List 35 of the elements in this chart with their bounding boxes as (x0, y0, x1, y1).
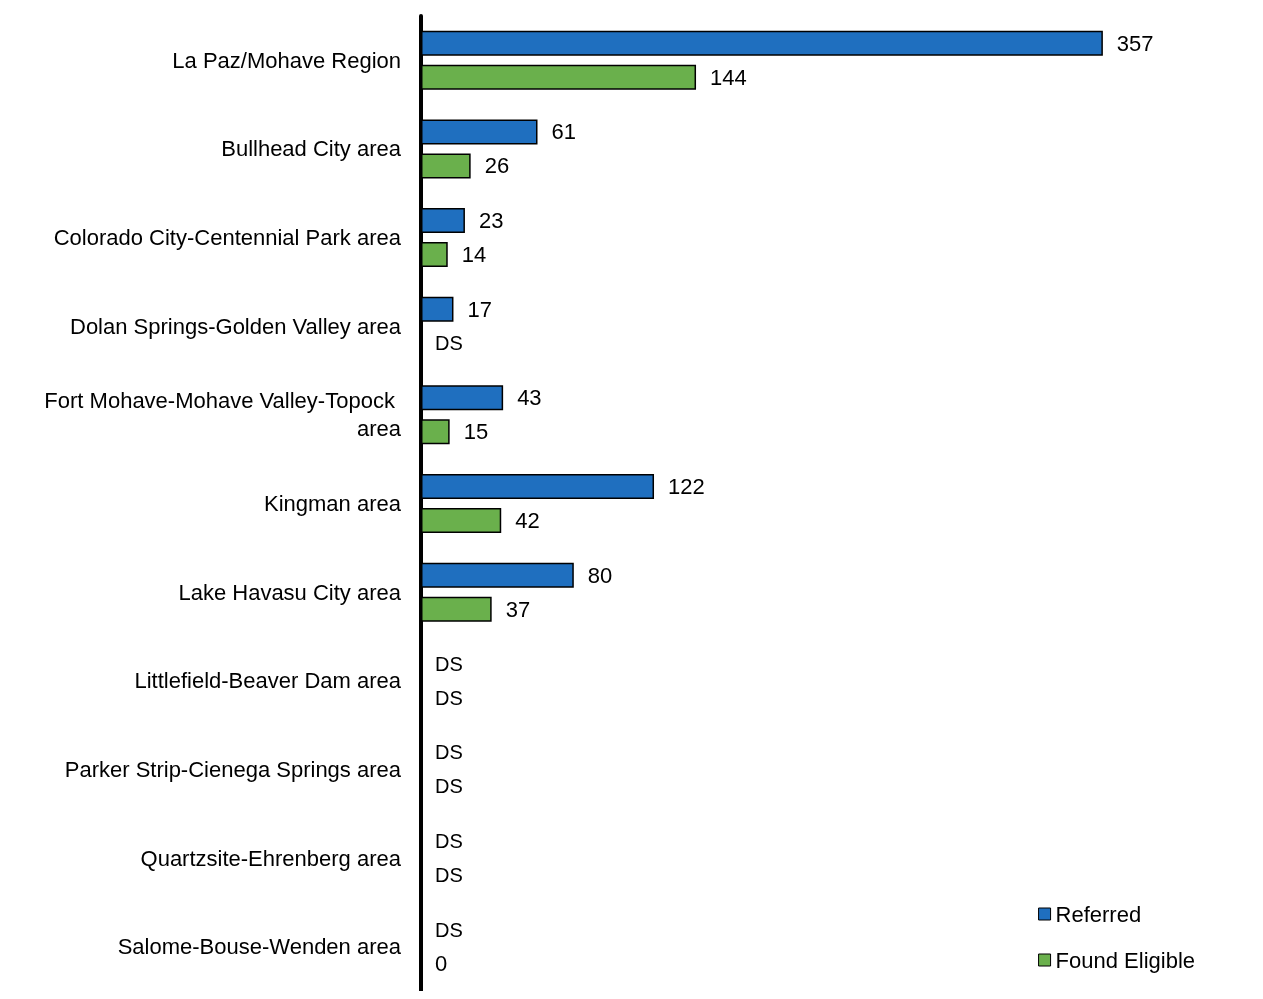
text: DS (435, 686, 463, 709)
y-tick-label: Littlefield-Beaver Dam area (134, 668, 402, 694)
data-label: 15 (463, 419, 489, 445)
y-tick-label: Salome-Bouse-Wenden area (117, 934, 402, 960)
text: DS (435, 918, 463, 941)
y-tick-label: Colorado City-Centennial Park area (53, 225, 402, 251)
y-tick-label: La Paz/Mohave Region (172, 47, 401, 73)
text: DS (435, 741, 463, 764)
data-label: 122 (668, 474, 705, 499)
text: DS (435, 652, 463, 675)
data-label: 43 (517, 385, 542, 411)
data-label: 14 (461, 242, 487, 268)
y-tick-label: Quartzsite-Ehrenberg area (140, 845, 402, 871)
data-label: 26 (484, 153, 510, 179)
y-tick-label: Lake Havasu City area (178, 579, 402, 605)
text: DS (435, 775, 463, 798)
text: DS (435, 830, 463, 853)
y-tick-label: Bullhead City area (221, 136, 402, 162)
legend-label: Referred (1055, 901, 1142, 927)
legend-label: Found Eligible (1055, 947, 1196, 973)
y-tick-label: Dolan Springs-Golden Valley area (70, 313, 402, 339)
text: DS (435, 864, 463, 887)
data-label: 357 (1116, 30, 1154, 56)
data-label: 144 (710, 64, 747, 90)
y-tick-label: Parker Strip-Cienega Springs area (64, 756, 402, 782)
data-label: 42 (515, 508, 540, 533)
data-label: 37 (505, 596, 531, 622)
data-label: 23 (478, 208, 504, 234)
data-label: 80 (587, 562, 613, 588)
data-label: 17 (467, 296, 492, 322)
text: DS (435, 332, 463, 355)
y-tick-label: Fort Mohave-Mohave Valley-Topock area (44, 388, 402, 442)
y-tick-label: Kingman area (264, 491, 402, 516)
data-label: 0 (435, 951, 448, 977)
data-label: 61 (551, 119, 576, 145)
